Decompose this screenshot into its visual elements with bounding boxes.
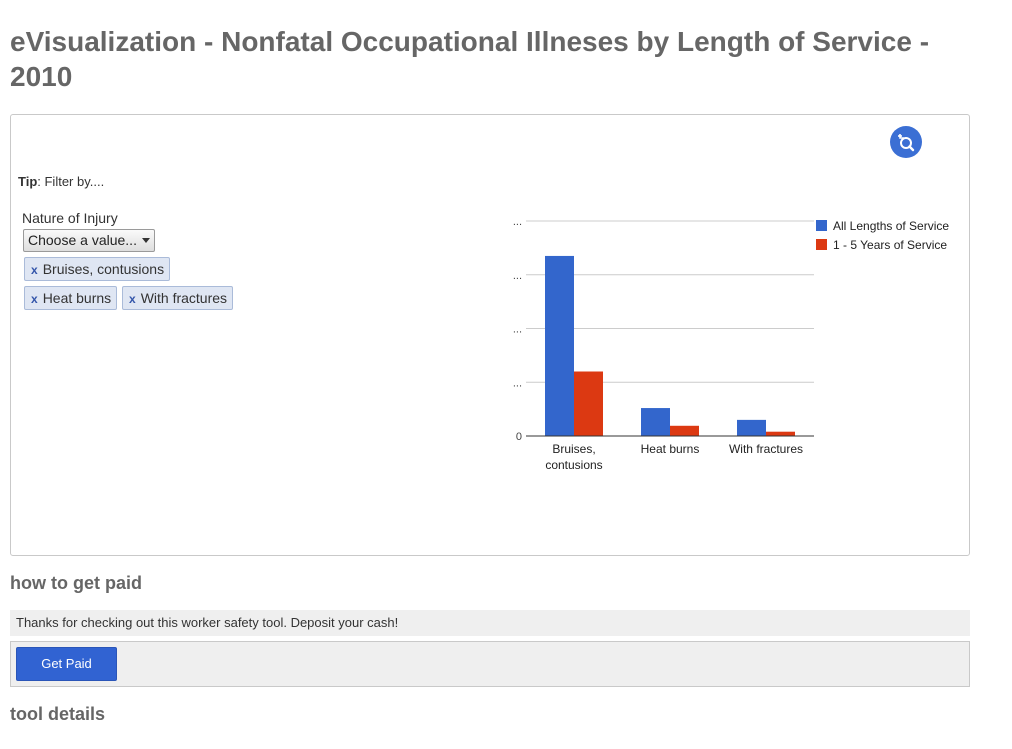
remove-chip-icon[interactable]: x [31, 292, 38, 306]
bar [670, 425, 699, 436]
legend-swatch [816, 220, 827, 231]
select-value: Choose a value... [28, 232, 137, 248]
tip-text: Tip: Filter by.... [18, 174, 104, 189]
x-tick-label: Bruises, contusions [545, 442, 602, 472]
bar [737, 419, 766, 436]
bar [574, 371, 603, 436]
filter-chip-bruises: x Bruises, contusions [24, 257, 171, 281]
y-tick-label: ... [513, 324, 522, 336]
y-tick-label: ... [513, 377, 522, 389]
chevron-down-icon [142, 238, 150, 243]
y-tick-label: ... [513, 270, 522, 282]
tool-details-heading: tool details [10, 704, 106, 724]
legend-label: 1 - 5 Years of Service [833, 238, 948, 252]
x-tick-label: Heat burns [641, 442, 700, 456]
nature-of-injury-select[interactable]: Choose a value... [23, 229, 155, 252]
bar [766, 431, 795, 436]
button-bar: Get Paid [10, 641, 970, 687]
legend-swatch [816, 239, 827, 250]
filter-chip-with-fractures: x With fractures [122, 286, 234, 310]
legend-item-1-5-years[interactable]: 1 - 5 Years of Service [816, 238, 947, 252]
bar-chart: 0............ Bruises, contusions Heat burn… [513, 216, 814, 472]
x-tick-label: With fractures [729, 442, 803, 456]
tip-body: : Filter by.... [37, 174, 105, 189]
zoom-reset-icon [898, 134, 915, 152]
chip-label: With fractures [140, 290, 228, 306]
info-message: Thanks for checking out this worker safe… [10, 610, 970, 636]
visualization-panel: Tip: Filter by.... Nature of Injury Choo… [10, 114, 970, 556]
page-title: eVisualization - Nonfatal Occupational I… [10, 26, 930, 92]
get-paid-button[interactable]: Get Paid [16, 647, 117, 681]
remove-chip-icon[interactable]: x [129, 292, 136, 306]
filter-chip-heat-burns: x Heat burns [24, 286, 118, 310]
y-tick-label: ... [513, 216, 522, 228]
y-tick-label: 0 [516, 431, 522, 443]
tip-label: Tip [18, 174, 38, 189]
chip-label: Heat burns [42, 290, 112, 306]
bar [641, 408, 670, 436]
chip-label: Bruises, contusions [42, 261, 165, 277]
how-to-get-paid-heading: how to get paid [10, 573, 142, 593]
legend-item-all-lengths[interactable]: All Lengths of Service [816, 219, 949, 233]
zoom-reset-button[interactable] [890, 126, 922, 158]
legend-label: All Lengths of Service [833, 219, 950, 233]
remove-chip-icon[interactable]: x [31, 263, 38, 277]
filter-label: Nature of Injury [22, 210, 118, 226]
bar [545, 255, 574, 436]
